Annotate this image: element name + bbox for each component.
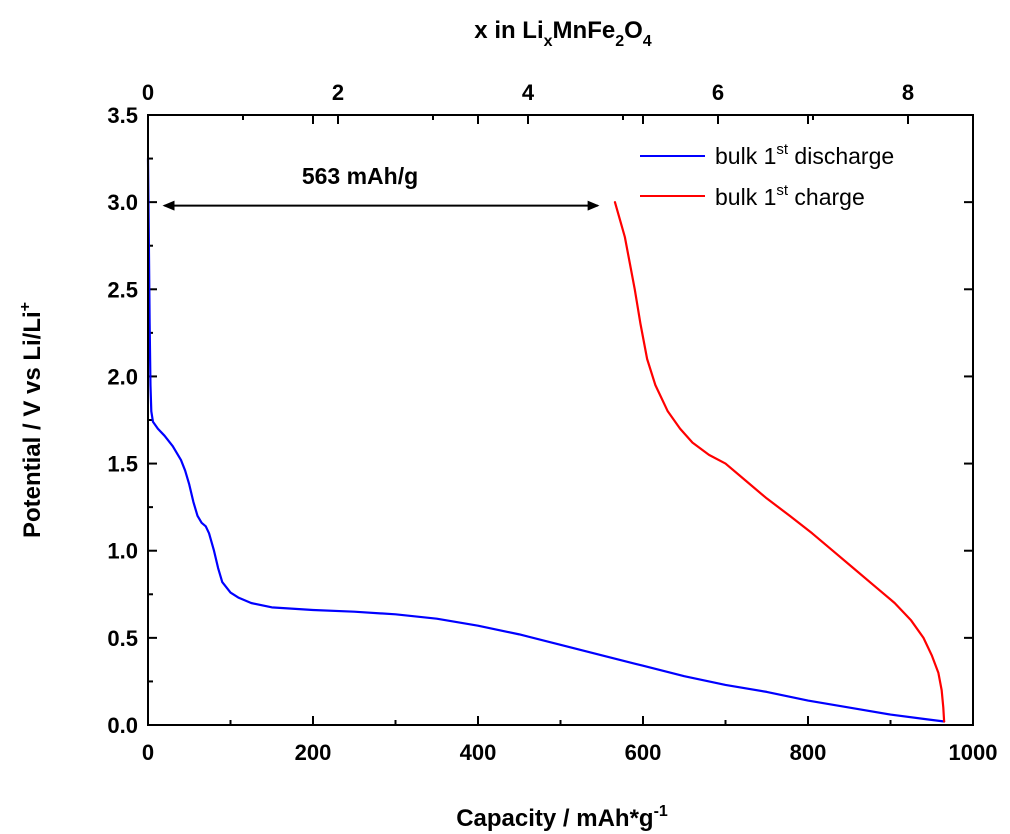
- y-tick-label: 0.0: [107, 713, 138, 738]
- top-axis-title-part: MnFe: [553, 17, 616, 44]
- y-tick-label: 2.5: [107, 277, 138, 302]
- y-axis-title: Potential / V vs Li/Li+: [17, 302, 46, 538]
- legend: bulk 1st discharge bulk 1st charge: [640, 141, 894, 210]
- legend-label-discharge-tail: discharge: [788, 143, 894, 169]
- x-axis-title-sup: -1: [654, 803, 668, 820]
- y-tick-label: 1.0: [107, 539, 138, 564]
- top-axis-title: x in LixMnFe2O4: [474, 17, 652, 50]
- legend-label-discharge-main: bulk 1: [715, 143, 776, 169]
- x-axis-title-main: Capacity / mAh*g: [456, 805, 653, 832]
- legend-label-discharge: bulk 1st discharge: [715, 141, 894, 169]
- y-tick-label: 3.5: [107, 103, 138, 128]
- top-tick-label: 2: [332, 80, 344, 105]
- y-tick-label: 3.0: [107, 190, 138, 215]
- legend-label-charge: bulk 1st charge: [715, 182, 865, 210]
- legend-label-charge-sup: st: [776, 182, 789, 199]
- ticks-layer: 0 200 400 600 800 1000 0.0 0.5 1.0 1.5 2.0 2.5 3.0 3.…: [107, 80, 997, 765]
- top-tick-label: 6: [712, 80, 724, 105]
- discharge-curve: [146, 157, 946, 723]
- x-axis-title: Capacity / mAh*g-1: [456, 803, 668, 832]
- top-axis-title-part: x: [544, 33, 553, 50]
- x-tick-label: 1000: [949, 740, 998, 765]
- y-tick-label: 1.5: [107, 452, 138, 477]
- top-tick-label: 8: [902, 80, 914, 105]
- x-tick-label: 800: [790, 740, 827, 765]
- legend-label-discharge-sup: st: [776, 141, 789, 158]
- charge-curve: [613, 201, 946, 723]
- y-tick-label: 2.0: [107, 364, 138, 389]
- capacity-annotation: 563 mAh/g: [302, 163, 418, 189]
- x-tick-label: 400: [460, 740, 497, 765]
- top-tick-label: 4: [522, 80, 535, 105]
- y-axis-title-main: Potential / V vs Li/Li: [19, 311, 46, 538]
- series-layer: [146, 157, 946, 723]
- top-axis-title-part: 4: [643, 33, 652, 50]
- legend-label-charge-main: bulk 1: [715, 184, 776, 210]
- x-tick-label: 200: [295, 740, 332, 765]
- plot-frame: [147, 114, 974, 726]
- top-tick-label: 0: [142, 80, 154, 105]
- x-tick-label: 0: [142, 740, 154, 765]
- y-axis-title-sup: +: [17, 302, 34, 311]
- top-axis-title-part: x in Li: [474, 17, 543, 44]
- top-axis-title-part: O: [624, 17, 643, 44]
- x-tick-label: 600: [625, 740, 662, 765]
- top-axis-title-part: 2: [615, 33, 624, 50]
- legend-label-charge-tail: charge: [788, 184, 865, 210]
- y-tick-label: 0.5: [107, 626, 138, 651]
